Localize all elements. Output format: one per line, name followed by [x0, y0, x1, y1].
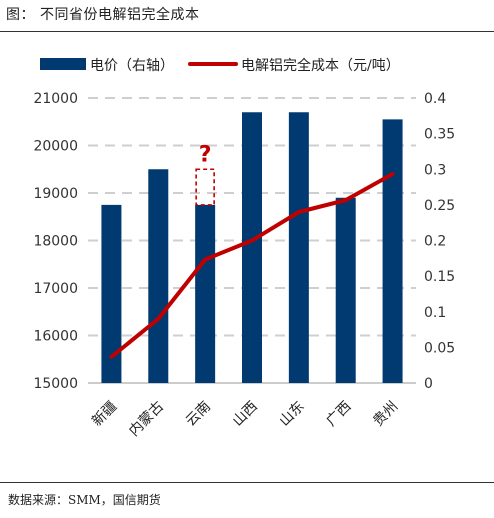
annotation-dashed-box	[195, 168, 215, 206]
left-tick-label: 15000	[33, 376, 78, 392]
bar-内蒙古	[148, 169, 169, 383]
left-tick-label: 18000	[33, 234, 78, 250]
category-label: 新疆	[89, 399, 120, 430]
line-cost	[109, 172, 395, 359]
bar-贵州	[382, 119, 403, 383]
right-tick-label: 0.1	[424, 305, 446, 321]
yunnan-annotation: ?	[195, 142, 215, 206]
category-label: 山东	[277, 399, 308, 430]
bar-新疆	[101, 204, 122, 383]
legend-label-line: 电解铝完全成本（元/吨）	[241, 57, 400, 74]
bar-广西	[335, 197, 356, 383]
legend-label-bar: 电价（右轴）	[90, 58, 174, 74]
bar-山西	[242, 112, 262, 383]
annotation-question-mark: ?	[199, 142, 212, 167]
left-tick-label: 17000	[33, 281, 78, 297]
figure-title: 图： 不同省份电解铝完全成本	[6, 7, 200, 23]
category-label: 内蒙古	[126, 399, 167, 440]
bar-山东	[288, 112, 309, 383]
left-tick-label: 19000	[33, 186, 78, 202]
right-tick-label: 0	[424, 376, 433, 392]
right-tick-label: 0.4	[424, 91, 446, 107]
right-tick-label: 0.2	[424, 234, 446, 250]
category-labels: 新疆 内蒙古 云南 山西 山东 广西 贵州	[89, 399, 401, 440]
right-tick-label: 0.25	[424, 198, 455, 214]
bar-云南	[195, 204, 216, 383]
bottom-rule	[0, 482, 494, 483]
left-tick-label: 20000	[33, 139, 78, 155]
left-axis-ticks: 15000 16000 17000 18000 19000 20000 21000	[33, 91, 78, 392]
legend: 电价（右轴） 电解铝完全成本（元/吨）	[40, 57, 400, 74]
right-axis-ticks: 0 0.05 0.1 0.15 0.2 0.25 0.3 0.35 0.4	[424, 91, 455, 392]
legend-swatch-bar	[40, 58, 86, 70]
line-series	[109, 172, 395, 359]
top-rule	[0, 31, 494, 32]
category-label: 贵州	[370, 399, 401, 430]
category-label: 云南	[183, 399, 214, 430]
right-tick-label: 0.35	[424, 127, 455, 143]
right-tick-label: 0.15	[424, 269, 455, 285]
left-tick-label: 16000	[33, 329, 78, 345]
category-label: 广西	[323, 399, 354, 430]
left-tick-label: 21000	[33, 91, 78, 107]
right-tick-label: 0.05	[424, 340, 455, 356]
category-label: 山西	[230, 399, 261, 430]
bar-series	[101, 112, 403, 383]
right-tick-label: 0.3	[424, 162, 446, 178]
source-note: 数据来源：SMM，国信期货	[8, 493, 161, 507]
